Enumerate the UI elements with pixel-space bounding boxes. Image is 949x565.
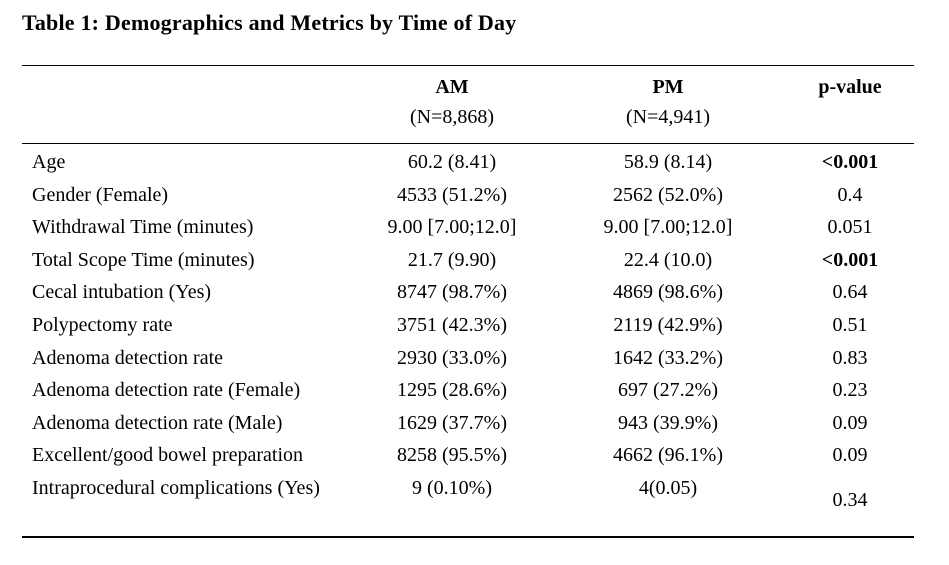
- column-header-pm: PM (N=4,941): [588, 72, 748, 132]
- p-value: 0.09: [832, 444, 868, 467]
- p-value: 0.23: [832, 379, 868, 402]
- column-header-pm-n: (N=4,941): [625, 106, 711, 128]
- row-label: Withdrawal Time (minutes): [32, 216, 254, 239]
- table-body: Age 60.2 (8.41) 58.9 (8.14) <0.001 Gender (F…: [0, 147, 949, 525]
- row-label: Adenoma detection rate: [32, 346, 224, 369]
- p-value: 0.051: [827, 216, 873, 239]
- pm-value: 4662 (96.1%): [613, 444, 723, 467]
- p-value: 0.83: [832, 346, 868, 369]
- pm-value: 943 (39.9%): [618, 411, 718, 434]
- am-value: 21.7 (9.90): [407, 248, 497, 271]
- am-value: 4533 (51.2%): [397, 183, 507, 206]
- pm-value: 697 (27.2%): [618, 379, 718, 402]
- table-row: Withdrawal Time (minutes) 9.00 [7.00;12.0…: [0, 212, 949, 245]
- pm-value: 4(0.05): [638, 476, 698, 499]
- p-value: <0.001: [821, 248, 879, 271]
- am-value: 8258 (95.5%): [397, 444, 507, 467]
- am-value: 60.2 (8.41): [407, 151, 497, 173]
- table-row: Adenoma detection rate 2930 (33.0%) 1642 (…: [0, 343, 949, 376]
- row-label: Total Scope Time (minutes): [32, 248, 255, 271]
- am-value: 1295 (28.6%): [397, 379, 507, 402]
- pm-value: 2562 (52.0%): [613, 183, 723, 206]
- row-label: Cecal intubation (Yes): [32, 281, 212, 304]
- column-header-pvalue-label: p-value: [818, 76, 882, 98]
- pm-value: 4869 (98.6%): [613, 281, 723, 304]
- pm-value: 2119 (42.9%): [613, 313, 723, 336]
- row-label: Age: [32, 151, 66, 173]
- table-top-rule: [22, 65, 914, 66]
- row-label: Intraprocedural complications (Yes): [32, 476, 320, 499]
- pm-value: 1642 (33.2%): [613, 346, 723, 369]
- header-divider-rule: [22, 143, 914, 144]
- table-row: Age 60.2 (8.41) 58.9 (8.14) <0.001: [0, 147, 949, 180]
- table-row: Polypectomy rate 3751 (42.3%) 2119 (42.9%)…: [0, 310, 949, 343]
- column-header-pvalue: p-value: [800, 72, 900, 102]
- p-value: 0.51: [832, 313, 868, 336]
- am-value: 8747 (98.7%): [397, 281, 507, 304]
- pm-value: 58.9 (8.14): [623, 151, 713, 173]
- p-value: 0.34: [832, 488, 868, 511]
- column-header-am-n: (N=8,868): [409, 106, 495, 128]
- pm-value: 9.00 [7.00;12.0]: [603, 216, 733, 239]
- am-value: 9 (0.10%): [412, 476, 492, 499]
- p-value: 0.09: [832, 411, 868, 434]
- column-header-pm-label: PM: [652, 76, 684, 98]
- row-label: Polypectomy rate: [32, 313, 173, 336]
- column-header-am-label: AM: [435, 76, 469, 98]
- row-label: Adenoma detection rate (Male): [32, 411, 283, 434]
- table-row: Cecal intubation (Yes) 8747 (98.7%) 4869 (…: [0, 277, 949, 310]
- am-value: 3751 (42.3%): [397, 313, 507, 336]
- am-value: 1629 (37.7%): [397, 411, 507, 434]
- am-value: 2930 (33.0%): [397, 346, 507, 369]
- row-label: Gender (Female): [32, 183, 169, 206]
- column-header-am: AM (N=8,868): [372, 72, 532, 132]
- table-row: Adenoma detection rate (Male) 1629 (37.7%…: [0, 408, 949, 441]
- table-row: Gender (Female) 4533 (51.2%) 2562 (52.0%) 0…: [0, 180, 949, 213]
- p-value: 0.4: [837, 183, 863, 206]
- row-label: Adenoma detection rate (Female): [32, 379, 301, 402]
- table-row: Adenoma detection rate (Female) 1295 (28.…: [0, 375, 949, 408]
- p-value: 0.64: [832, 281, 868, 304]
- table-row: Total Scope Time (minutes) 21.7 (9.90) 22.…: [0, 245, 949, 278]
- row-label: Excellent/good bowel preparation: [32, 444, 304, 467]
- table-row: Intraprocedural complications (Yes) 9 (0.…: [0, 473, 949, 525]
- table-bottom-rule: [22, 536, 914, 538]
- pm-value: 22.4 (10.0): [623, 248, 713, 271]
- p-value: <0.001: [821, 151, 879, 173]
- table-row: Excellent/good bowel preparation 8258 (95…: [0, 440, 949, 473]
- table-title: Table 1: Demographics and Metrics by Tim…: [22, 10, 517, 35]
- am-value: 9.00 [7.00;12.0]: [387, 216, 517, 239]
